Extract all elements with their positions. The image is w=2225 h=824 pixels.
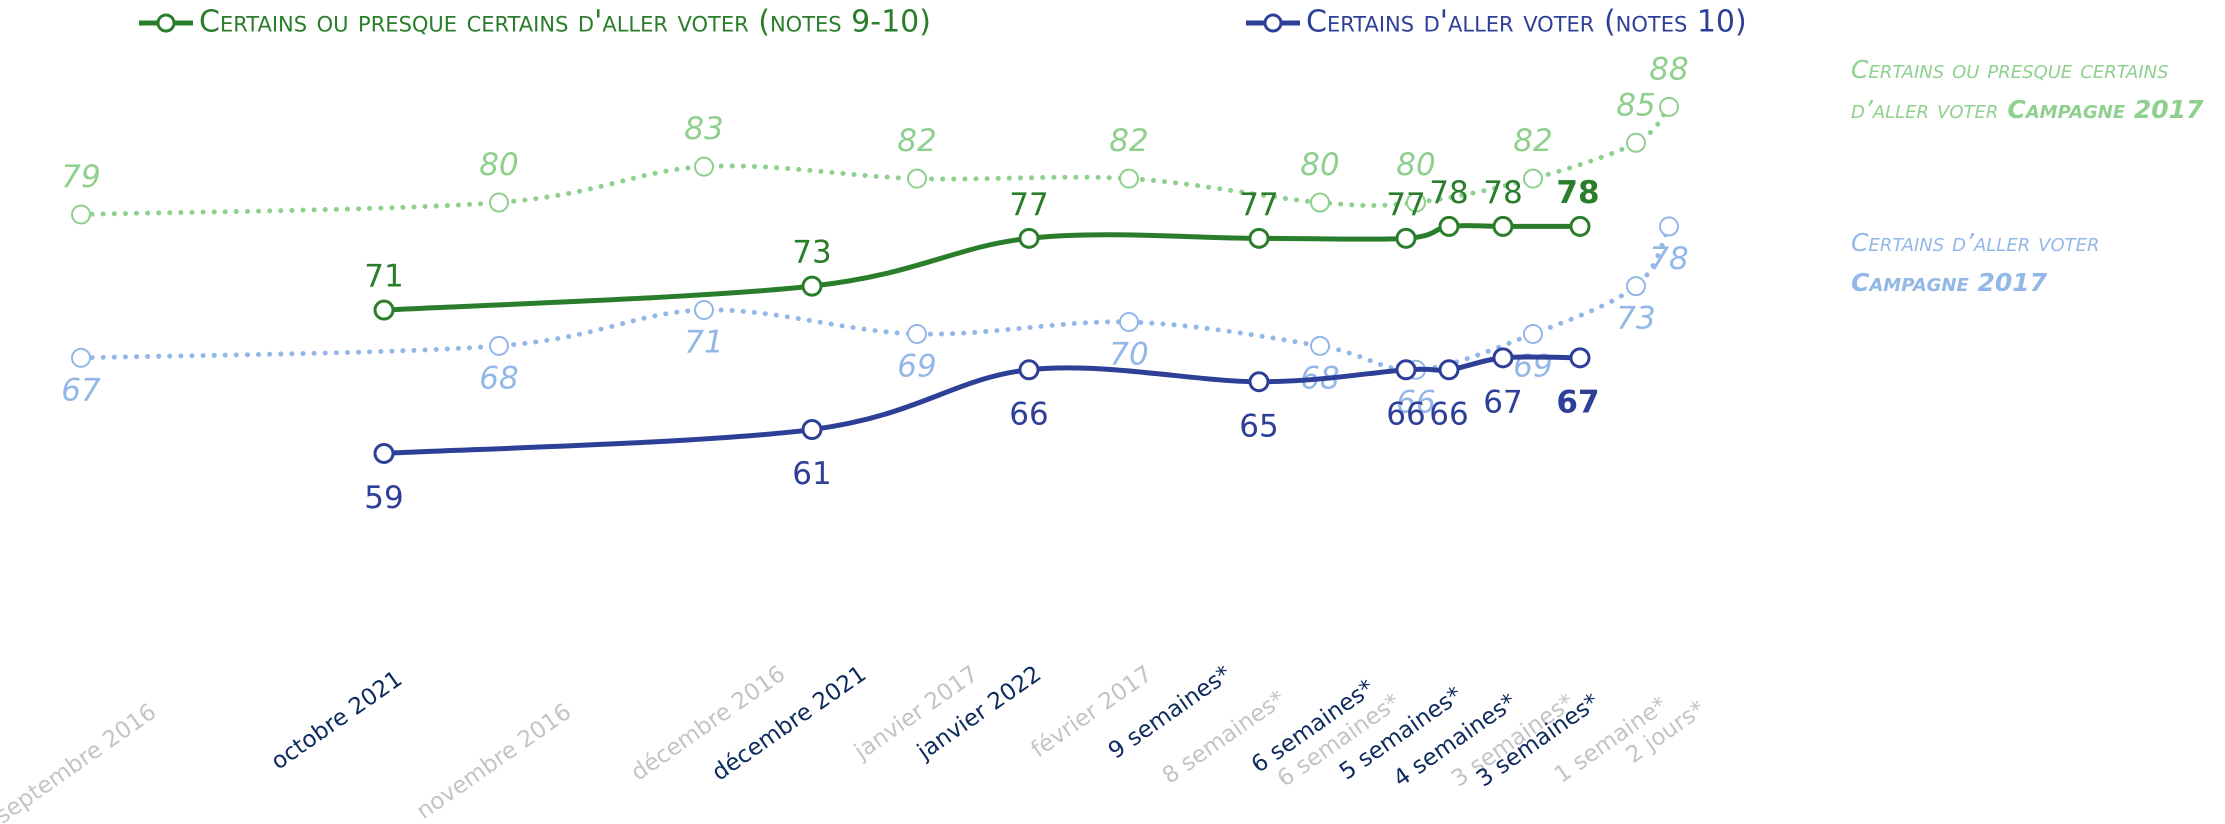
point	[1523, 323, 1543, 344]
point	[71, 347, 91, 368]
value-label: 70	[1109, 337, 1148, 373]
point	[1626, 132, 1646, 153]
point	[1310, 335, 1330, 356]
point	[1018, 359, 1040, 381]
point	[489, 192, 509, 213]
series-note: Campagne 2017	[1851, 268, 2048, 297]
value-label: 78	[1429, 175, 1468, 211]
point	[1438, 215, 1460, 237]
point	[1119, 312, 1139, 332]
point	[71, 204, 91, 225]
value-label: 80	[1300, 147, 1339, 183]
value-label: 78	[1483, 175, 1522, 211]
value-label: 66	[1429, 396, 1468, 432]
point	[1406, 192, 1426, 213]
value-label: 77	[1239, 187, 1278, 223]
series-note: Certains d’aller voter	[1851, 228, 2100, 257]
series-line	[381, 354, 1583, 456]
series-line	[78, 104, 1672, 217]
value-label: 59	[364, 480, 403, 516]
legend-marker	[1263, 13, 1283, 33]
point	[1018, 227, 1040, 249]
value-label: 83	[684, 111, 723, 147]
value-label: 77	[1386, 187, 1425, 223]
point	[1492, 215, 1514, 237]
value-label: 73	[1616, 301, 1655, 337]
point	[1248, 227, 1270, 249]
point	[1569, 215, 1591, 237]
value-label: 67	[1483, 384, 1522, 420]
point	[1492, 347, 1514, 369]
value-label: 71	[364, 259, 403, 295]
value-label: 65	[1239, 408, 1278, 444]
value-label: 71	[684, 325, 723, 361]
point	[373, 442, 395, 464]
value-label: 66	[1396, 384, 1435, 420]
point	[1395, 227, 1417, 249]
value-label: 85	[1616, 87, 1655, 123]
value-label: 73	[792, 235, 831, 271]
value-label: 66	[1386, 396, 1425, 432]
value-label: 82	[897, 123, 936, 159]
value-label: 82	[1513, 123, 1552, 159]
value-label: 88	[1649, 51, 1688, 87]
value-label: 79	[61, 159, 100, 195]
value-label: 69	[1513, 348, 1552, 384]
point	[1569, 347, 1591, 369]
point	[801, 419, 823, 441]
point	[907, 323, 927, 344]
legend-marker	[156, 13, 176, 33]
x-tick-label: novembre 2016	[412, 699, 576, 824]
value-label: 67	[1556, 384, 1599, 420]
value-label: 67	[61, 372, 101, 408]
point	[1438, 359, 1460, 381]
series-note: Certains ou presque certains	[1851, 55, 2169, 84]
x-tick-label: septembre 2016	[0, 699, 161, 824]
point	[1626, 276, 1646, 297]
legend-label: Certains d'aller voter (notes 10)	[1306, 5, 1747, 40]
point	[489, 335, 509, 356]
series-line	[78, 223, 1672, 373]
value-label: 66	[1009, 396, 1048, 432]
point	[1659, 216, 1679, 237]
value-label: 78	[1556, 175, 1599, 211]
point	[1119, 168, 1139, 189]
legend-label: Certains ou presque certains d'aller vot…	[199, 5, 931, 40]
value-label: 61	[792, 456, 831, 492]
point	[694, 156, 714, 177]
series-note: Campagne 2017	[2007, 95, 2204, 124]
value-label: 68	[479, 360, 518, 396]
value-label: 77	[1009, 187, 1048, 223]
series-line	[381, 223, 1583, 313]
value-label: 69	[897, 348, 936, 384]
point	[1659, 96, 1679, 117]
value-label: 80	[479, 147, 518, 183]
value-label: 78	[1649, 241, 1688, 277]
point	[1523, 168, 1543, 189]
x-tick-label: décembre 2021	[708, 661, 872, 786]
point	[1395, 359, 1417, 381]
value-label: 82	[1109, 123, 1148, 159]
point	[907, 168, 927, 189]
point	[801, 275, 823, 297]
x-tick-label: octobre 2021	[267, 666, 408, 775]
point	[1248, 371, 1270, 393]
series-note: d’aller voter	[1851, 95, 1998, 124]
value-label: 80	[1396, 147, 1435, 183]
point	[373, 299, 395, 321]
point	[694, 300, 714, 321]
point	[1310, 192, 1330, 213]
